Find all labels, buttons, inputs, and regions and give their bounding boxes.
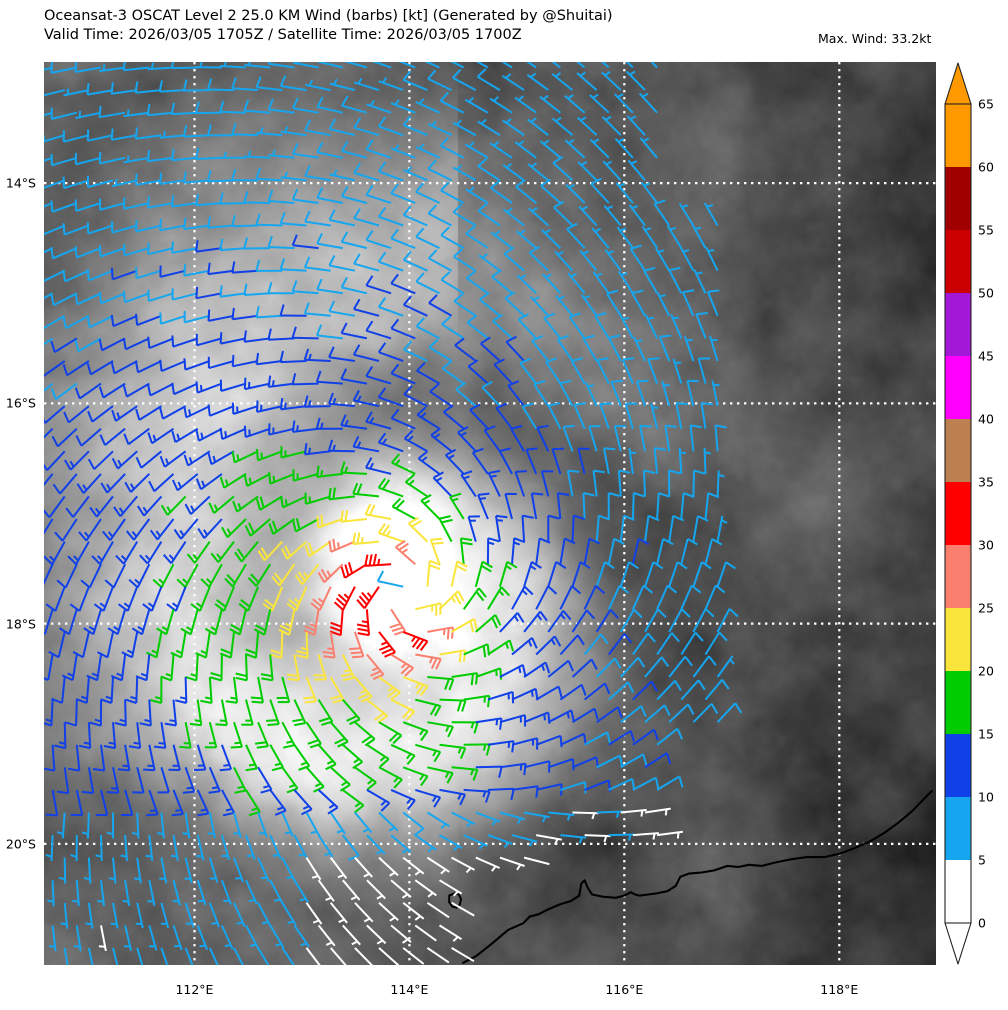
y-tick-label: 16°S xyxy=(5,395,36,411)
colorbar-tick-label: 30 xyxy=(978,537,994,553)
lat-lon-gridlines xyxy=(44,62,936,965)
colorbar-tick-label: 0 xyxy=(978,915,986,931)
colorbar-tick-label: 15 xyxy=(978,726,994,742)
y-tick-label: 14°S xyxy=(5,175,36,191)
x-tick-label: 118°E xyxy=(820,982,859,997)
colorbar-tick-label: 20 xyxy=(978,663,994,679)
colorbar-tick-label: 35 xyxy=(978,474,994,490)
title-line-2: Valid Time: 2026/03/05 1705Z / Satellite… xyxy=(44,27,522,43)
colorbar-tick-label: 60 xyxy=(978,159,994,175)
colorbar-tick-label: 65 xyxy=(978,96,994,112)
colorbar-tick-label: 45 xyxy=(978,348,994,364)
colorbar-tick-label: 40 xyxy=(978,411,994,427)
figure-title: Oceansat-3 OSCAT Level 2 25.0 KM Wind (b… xyxy=(44,7,613,45)
y-tick-label: 20°S xyxy=(5,836,36,852)
y-tick-label: 18°S xyxy=(5,616,36,632)
colorbar-tick-label: 50 xyxy=(978,285,994,301)
colorbar-tick-label: 5 xyxy=(978,852,986,868)
colorbar-tick-label: 25 xyxy=(978,600,994,616)
colorbar-tick-label: 10 xyxy=(978,789,994,805)
x-tick-label: 114°E xyxy=(390,982,429,997)
max-wind-label: Max. Wind: 33.2kt xyxy=(818,31,932,46)
title-line-1: Oceansat-3 OSCAT Level 2 25.0 KM Wind (b… xyxy=(44,8,613,24)
wind-barbs-layer xyxy=(44,62,743,965)
colorbar-tick-label: 55 xyxy=(978,222,994,238)
colorbar xyxy=(944,62,972,965)
x-tick-label: 116°E xyxy=(605,982,644,997)
x-tick-label: 112°E xyxy=(175,982,214,997)
map-plot-area xyxy=(44,62,936,965)
